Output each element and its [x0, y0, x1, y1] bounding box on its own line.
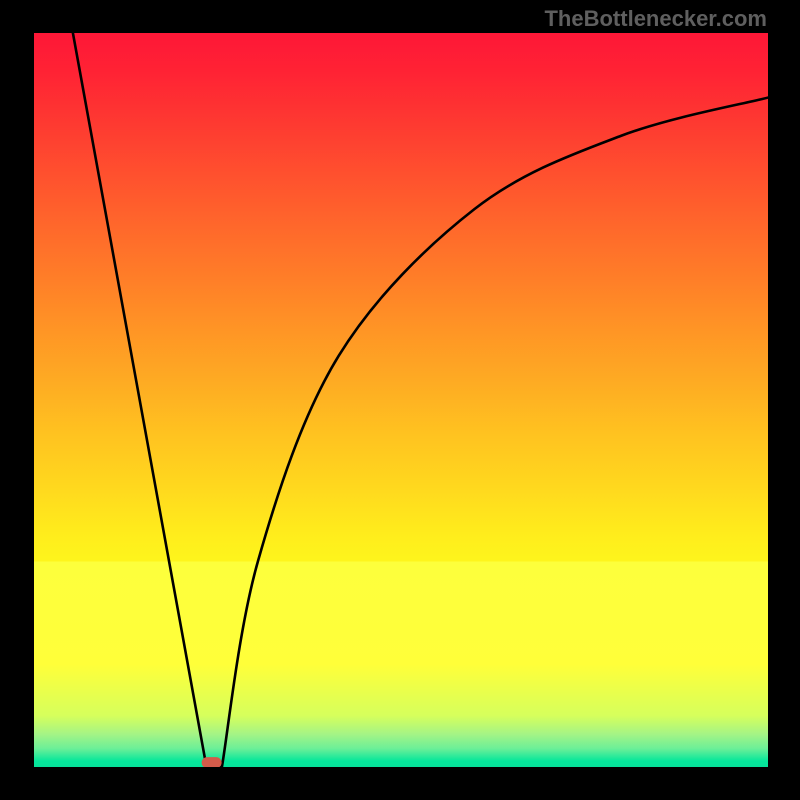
chart-root: TheBottlenecker.com	[0, 0, 800, 800]
optimal-point-marker	[202, 757, 222, 767]
chart-plot	[34, 33, 768, 767]
gradient-background	[34, 33, 768, 767]
watermark-label: TheBottlenecker.com	[544, 6, 767, 32]
